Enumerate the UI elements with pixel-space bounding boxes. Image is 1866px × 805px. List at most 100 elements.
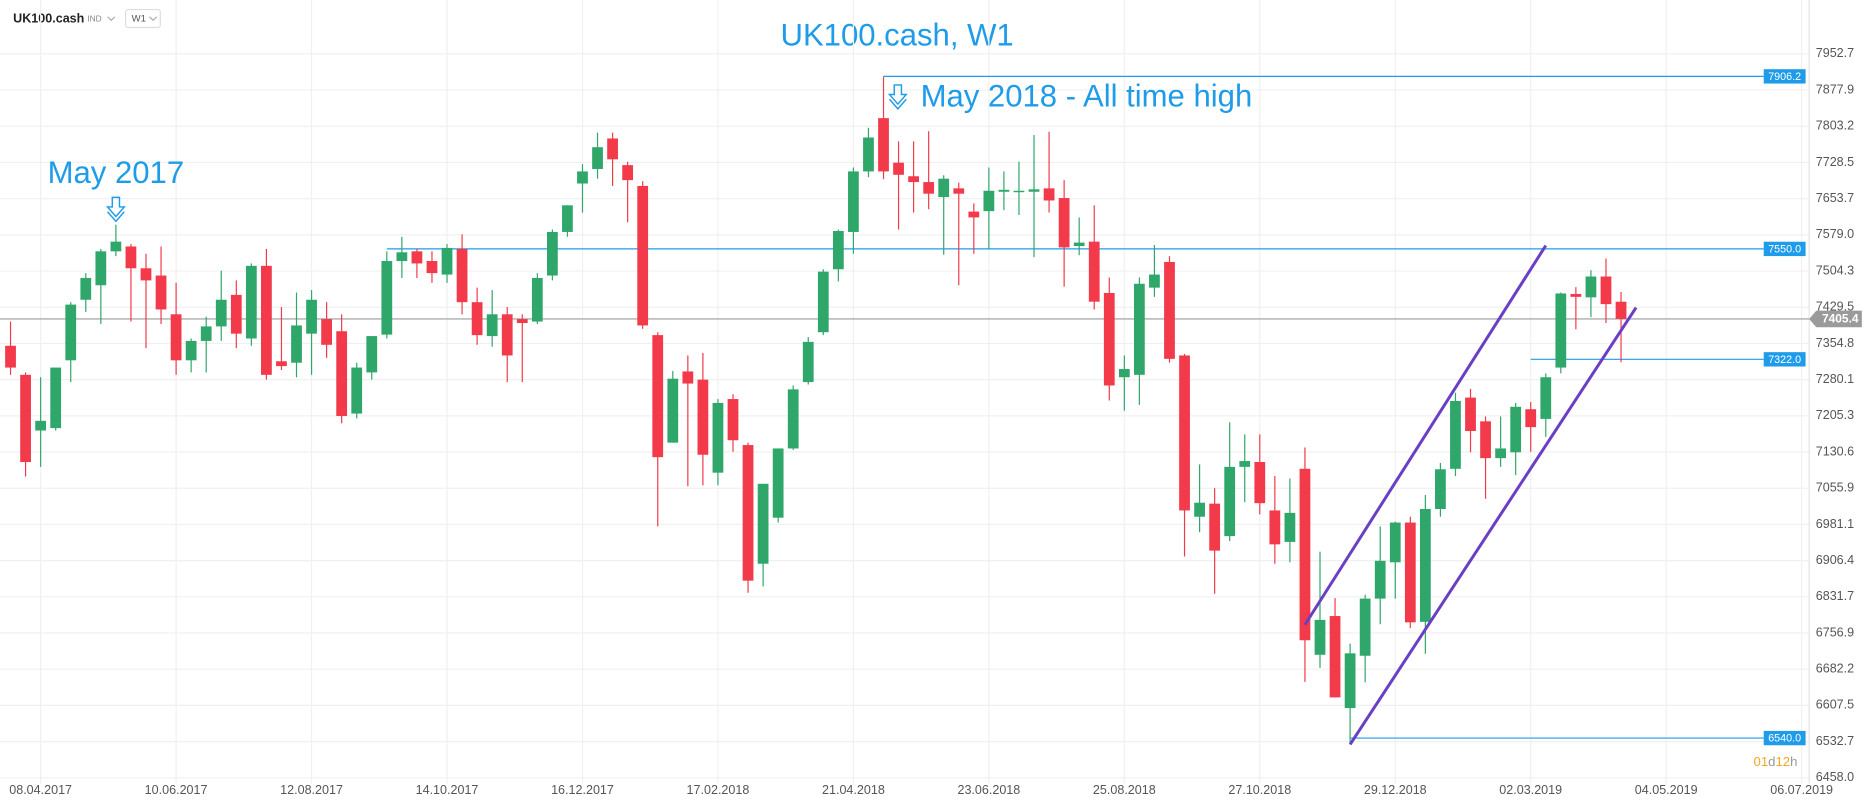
candle-body xyxy=(622,165,634,181)
candle-body xyxy=(1314,619,1326,655)
candle-body xyxy=(456,248,468,303)
candle-body xyxy=(531,277,543,322)
candle-body xyxy=(1359,598,1371,656)
candle-body xyxy=(245,265,257,339)
candle-body xyxy=(125,246,137,269)
candle-body xyxy=(607,138,618,160)
candle-body xyxy=(80,277,92,300)
candle-body xyxy=(20,374,31,463)
candle-body xyxy=(396,252,408,262)
x-tick-label: 25.08.2018 xyxy=(1093,783,1156,797)
y-tick-label: 6756.9 xyxy=(1816,625,1854,639)
last-price-label: 7405.4 xyxy=(1822,312,1859,326)
symbol[interactable]: UK100.cash xyxy=(13,11,84,25)
candle-body xyxy=(441,247,453,275)
candle-body xyxy=(1555,293,1567,368)
candle-body xyxy=(261,265,272,375)
candle-body xyxy=(577,171,588,184)
candle-body xyxy=(516,319,528,324)
candle-body xyxy=(1419,508,1431,622)
price-line-label: 6540.0 xyxy=(1768,733,1801,745)
candle-body xyxy=(1149,274,1160,288)
y-tick-label: 7803.2 xyxy=(1816,119,1854,133)
y-tick-label: 6682.2 xyxy=(1816,662,1854,676)
candle-body xyxy=(546,231,558,276)
toolbar: UK100.cash IND W1 xyxy=(13,8,161,29)
candle-body xyxy=(1269,510,1281,545)
candle-body xyxy=(321,319,332,345)
y-tick-label: 7429.5 xyxy=(1816,300,1854,314)
candle-body xyxy=(787,389,799,449)
candle-body xyxy=(923,182,935,194)
y-tick-label: 7280.1 xyxy=(1816,372,1854,386)
candle-body xyxy=(426,261,438,274)
candle-body xyxy=(1164,261,1175,359)
arrow-icon xyxy=(105,196,126,223)
candle-body xyxy=(170,314,182,361)
price-line-tag xyxy=(1763,730,1806,746)
x-tick-label: 14.10.2017 xyxy=(416,783,479,797)
x-tick-label: 23.06.2018 xyxy=(957,783,1020,797)
candle-body xyxy=(1404,522,1416,623)
candle-body xyxy=(1239,461,1251,467)
candle-body xyxy=(1389,522,1401,563)
candle-body xyxy=(1118,369,1130,378)
candle-body xyxy=(95,251,107,286)
x-tick-label: 17.02.2018 xyxy=(687,783,750,797)
arrow-icon xyxy=(887,84,908,110)
candle-body xyxy=(878,118,889,172)
x-tick-label: 29.12.2018 xyxy=(1364,783,1427,797)
countdown: 01d12h xyxy=(1754,755,1798,770)
price-line-label: 7906.2 xyxy=(1768,71,1801,83)
price-line-label: 7550.0 xyxy=(1768,243,1801,255)
candle-body xyxy=(366,336,378,373)
candle-body xyxy=(1284,512,1296,542)
candle-body xyxy=(757,483,769,564)
candle-body xyxy=(727,399,739,441)
candle-body xyxy=(411,251,423,264)
candle-body xyxy=(1043,188,1055,201)
candle-body xyxy=(5,345,16,368)
candle-body xyxy=(110,241,122,252)
candle-body xyxy=(832,230,844,270)
candle-body xyxy=(1480,421,1491,459)
y-tick-label: 7130.6 xyxy=(1816,444,1854,458)
candle-body xyxy=(336,331,348,417)
y-tick-label: 6532.7 xyxy=(1816,734,1854,748)
candle-body xyxy=(1344,653,1356,709)
candle-body xyxy=(968,211,980,218)
x-tick-label: 21.04.2018 xyxy=(822,783,885,797)
candle-body xyxy=(667,378,679,443)
x-tick-label: 16.12.2017 xyxy=(551,783,614,797)
candle-body xyxy=(637,185,649,326)
x-tick-label: 08.04.2017 xyxy=(9,783,72,797)
candle-body xyxy=(712,402,724,473)
candle-body xyxy=(848,171,859,232)
timeframe-box[interactable] xyxy=(125,8,161,29)
candle-body xyxy=(1224,466,1236,537)
y-tick-label: 6981.1 xyxy=(1816,517,1854,531)
candle-body xyxy=(50,367,62,429)
candle-body xyxy=(1103,292,1115,386)
candle-body xyxy=(998,189,1010,192)
group[interactable]: IND xyxy=(87,13,101,23)
caret xyxy=(107,16,116,22)
timeframe[interactable]: W1 xyxy=(132,14,146,25)
candle-body xyxy=(1570,293,1582,297)
candle-body xyxy=(863,137,874,172)
y-tick-label: 6906.4 xyxy=(1816,553,1854,567)
candle-body xyxy=(953,188,965,194)
candle-body xyxy=(486,314,498,337)
candle-body xyxy=(65,304,77,361)
candle-body xyxy=(652,335,664,458)
y-tick-label: 7504.3 xyxy=(1816,263,1854,277)
candle-body xyxy=(1073,242,1085,246)
countdown-part: 12 xyxy=(1775,755,1790,770)
candle-body xyxy=(1495,448,1506,459)
y-tick-label: 7728.5 xyxy=(1816,155,1854,169)
y-tick-label: 7579.0 xyxy=(1816,227,1854,241)
candle-body xyxy=(230,294,242,334)
candle-body xyxy=(351,367,363,414)
candle-body xyxy=(501,314,513,356)
annotation: May 2017 xyxy=(48,155,184,190)
